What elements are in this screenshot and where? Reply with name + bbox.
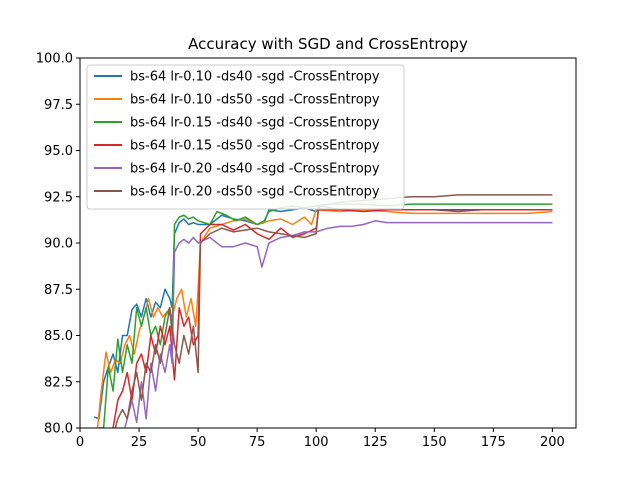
y-tick-label: 87.5: [44, 283, 73, 298]
y-tick-label: 90.0: [44, 237, 73, 252]
x-tick-label: 125: [363, 435, 388, 450]
legend-label: bs-64 lr-0.15 -ds40 -sgd -CrossEntropy: [130, 116, 380, 131]
legend-label: bs-64 lr-0.10 -ds40 -sgd -CrossEntropy: [130, 70, 380, 85]
x-tick-label: 200: [540, 435, 565, 450]
x-tick-label: 100: [304, 435, 329, 450]
y-tick-label: 97.5: [44, 98, 73, 113]
x-tick-label: 75: [249, 435, 266, 450]
legend-label: bs-64 lr-0.15 -ds50 -sgd -CrossEntropy: [130, 139, 380, 154]
y-tick-label: 82.5: [44, 375, 73, 390]
series-line-4: [112, 208, 553, 428]
legend-label: bs-64 lr-0.20 -ds40 -sgd -CrossEntropy: [130, 162, 380, 177]
axis-layer: 0 25 50 75 100 125 150 175 200 80.0 82.5 85.0 87.5 90…: [36, 52, 565, 451]
legend-box: [86, 64, 405, 210]
chart-title: Accuracy with SGD and CrossEntropy: [188, 35, 468, 53]
y-tick-label: 92.5: [44, 190, 73, 205]
y-tick-label: 85.0: [44, 329, 73, 344]
legend-label: bs-64 lr-0.20 -ds50 -sgd -CrossEntropy: [130, 185, 380, 200]
x-tick-label: 150: [422, 435, 447, 450]
series-line-5: [124, 220, 553, 428]
x-tick-label: 0: [76, 435, 84, 450]
y-tick-label: 95.0: [44, 144, 73, 159]
series-line-1: [93, 205, 553, 420]
x-tick-label: 50: [190, 435, 207, 450]
y-tick-label: 100.0: [36, 52, 73, 67]
y-tick-label: 80.0: [44, 422, 73, 437]
legend: bs-64 lr-0.10 -ds40 -sgd -CrossEntropy bs…: [86, 64, 405, 210]
legend-label: bs-64 lr-0.10 -ds50 -sgd -CrossEntropy: [130, 93, 380, 108]
x-tick-label: 25: [131, 435, 148, 450]
x-tick-label: 175: [481, 435, 506, 450]
